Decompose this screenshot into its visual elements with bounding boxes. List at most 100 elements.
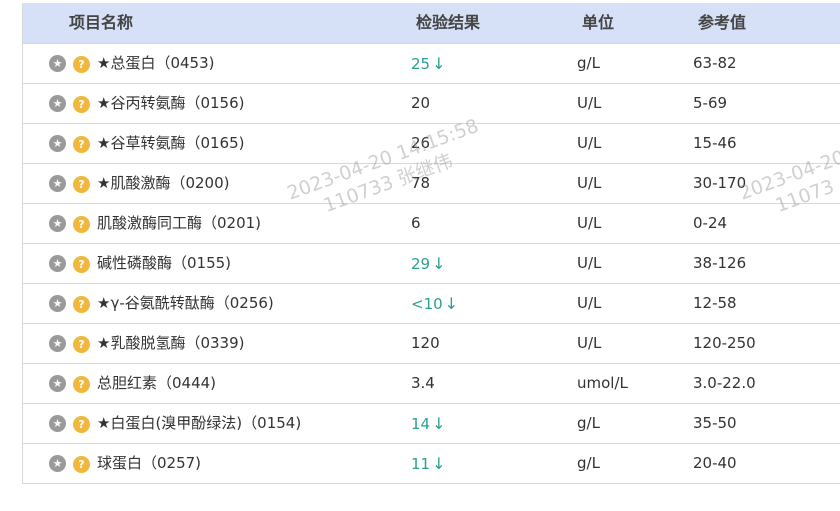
- question-icon[interactable]: ?: [73, 296, 90, 313]
- unit-value: U/L: [577, 174, 602, 192]
- reference-value: 63-82: [693, 54, 737, 72]
- result-value: <10 ↓: [411, 284, 458, 323]
- star-icon[interactable]: ★: [49, 255, 66, 272]
- table-row: ★? 球蛋白（0257) 11 ↓ g/L 20-40: [23, 444, 840, 484]
- star-icon[interactable]: ★: [49, 215, 66, 232]
- item-name: 总胆红素（0444): [97, 374, 217, 392]
- item-name: ★乳酸脱氢酶（0339): [97, 334, 245, 352]
- table-row: ★? 碱性磷酸酶（0155) 29 ↓ U/L 38-126: [23, 244, 840, 284]
- star-icon[interactable]: ★: [49, 455, 66, 472]
- low-arrow-icon: ↓: [444, 294, 459, 313]
- item-name: ★谷草转氨酶（0165): [97, 134, 245, 152]
- result-value: 78: [411, 164, 430, 203]
- header-item-name: 项目名称: [69, 13, 134, 32]
- reference-value: 120-250: [693, 334, 756, 352]
- unit-value: U/L: [577, 94, 602, 112]
- result-value: 25 ↓: [411, 44, 446, 83]
- low-arrow-icon: ↓: [432, 414, 446, 433]
- lab-results-table: 项目名称 检验结果 单位 参考值 ★? ★总蛋白（0453) 25 ↓ g/L 63-82…: [22, 3, 840, 484]
- question-icon[interactable]: ?: [73, 456, 90, 473]
- low-arrow-icon: ↓: [432, 254, 446, 273]
- unit-value: U/L: [577, 134, 602, 152]
- result-number: 6: [411, 214, 421, 232]
- result-number: 120: [411, 334, 440, 352]
- star-icon[interactable]: ★: [49, 135, 66, 152]
- reference-value: 20-40: [693, 454, 737, 472]
- unit-value: g/L: [577, 414, 600, 432]
- result-value: 20: [411, 84, 430, 123]
- table-row: ★? ★肌酸激酶（0200) 78 U/L 30-170: [23, 164, 840, 204]
- reference-value: 0-24: [693, 214, 728, 232]
- star-icon[interactable]: ★: [49, 295, 66, 312]
- table-row: ★? ★白蛋白(溴甲酚绿法)（0154) 14 ↓ g/L 35-50: [23, 404, 840, 444]
- low-arrow-icon: ↓: [432, 454, 446, 473]
- result-number: 26: [411, 134, 431, 152]
- item-name: 球蛋白（0257): [97, 454, 202, 472]
- table-row: ★? ★乳酸脱氢酶（0339) 120 U/L 120-250: [23, 324, 840, 364]
- unit-value: umol/L: [577, 374, 628, 392]
- question-icon[interactable]: ?: [73, 336, 90, 353]
- reference-value: 35-50: [693, 414, 737, 432]
- star-icon[interactable]: ★: [49, 95, 66, 112]
- table-row: ★? ★谷丙转氨酶（0156) 20 U/L 5-69: [23, 84, 840, 124]
- header-result: 检验结果: [416, 13, 481, 32]
- table-body: ★? ★总蛋白（0453) 25 ↓ g/L 63-82 ★? ★谷丙转氨酶（0156) 20 U…: [23, 44, 840, 484]
- result-number: 25: [411, 55, 431, 73]
- star-icon[interactable]: ★: [49, 335, 66, 352]
- result-value: 14 ↓: [411, 404, 446, 443]
- item-name: ★总蛋白（0453): [97, 54, 215, 72]
- header-reference: 参考值: [698, 13, 747, 32]
- reference-value: 30-170: [693, 174, 747, 192]
- result-value: 3.4: [411, 364, 435, 403]
- question-icon[interactable]: ?: [73, 376, 90, 393]
- unit-value: U/L: [577, 254, 602, 272]
- star-icon[interactable]: ★: [49, 175, 66, 192]
- result-number: 14: [411, 415, 431, 433]
- result-value: 29 ↓: [411, 244, 446, 283]
- result-value: 26: [411, 124, 430, 163]
- reference-value: 3.0-22.0: [693, 374, 756, 392]
- unit-value: U/L: [577, 294, 602, 312]
- question-icon[interactable]: ?: [73, 176, 90, 193]
- table-row: ★? ★总蛋白（0453) 25 ↓ g/L 63-82: [23, 44, 840, 84]
- question-icon[interactable]: ?: [73, 96, 90, 113]
- item-name: ★γ-谷氨酰转酞酶（0256): [97, 294, 274, 312]
- table-row: ★? ★γ-谷氨酰转酞酶（0256) <10 ↓ U/L 12-58: [23, 284, 840, 324]
- result-number: <10: [411, 295, 443, 313]
- low-arrow-icon: ↓: [432, 54, 446, 73]
- result-value: 120: [411, 324, 440, 363]
- table-row: ★? 肌酸激酶同工酶（0201) 6 U/L 0-24: [23, 204, 840, 244]
- item-name: ★肌酸激酶（0200): [97, 174, 230, 192]
- question-icon[interactable]: ?: [73, 136, 90, 153]
- reference-value: 5-69: [693, 94, 728, 112]
- item-name: 肌酸激酶同工酶（0201): [97, 214, 262, 232]
- unit-value: g/L: [577, 454, 600, 472]
- question-icon[interactable]: ?: [73, 56, 90, 73]
- unit-value: U/L: [577, 214, 602, 232]
- result-number: 3.4: [411, 374, 435, 392]
- star-icon[interactable]: ★: [49, 415, 66, 432]
- result-number: 78: [411, 174, 431, 192]
- table-header: 项目名称 检验结果 单位 参考值: [23, 3, 840, 44]
- unit-value: U/L: [577, 334, 602, 352]
- item-name: 碱性磷酸酶（0155): [97, 254, 232, 272]
- table-row: ★? ★谷草转氨酶（0165) 26 U/L 15-46: [23, 124, 840, 164]
- table-row: ★? 总胆红素（0444) 3.4 umol/L 3.0-22.0: [23, 364, 840, 404]
- item-name: ★谷丙转氨酶（0156): [97, 94, 245, 112]
- result-value: 6: [411, 204, 421, 243]
- result-value: 11 ↓: [411, 444, 446, 483]
- reference-value: 15-46: [693, 134, 737, 152]
- item-name: ★白蛋白(溴甲酚绿法)（0154): [97, 414, 302, 432]
- result-number: 11: [411, 455, 431, 473]
- result-number: 20: [411, 94, 431, 112]
- reference-value: 38-126: [693, 254, 747, 272]
- star-icon[interactable]: ★: [49, 375, 66, 392]
- unit-value: g/L: [577, 54, 600, 72]
- question-icon[interactable]: ?: [73, 216, 90, 233]
- header-unit: 单位: [582, 13, 615, 32]
- question-icon[interactable]: ?: [73, 416, 90, 433]
- reference-value: 12-58: [693, 294, 737, 312]
- result-number: 29: [411, 255, 431, 273]
- question-icon[interactable]: ?: [73, 256, 90, 273]
- star-icon[interactable]: ★: [49, 55, 66, 72]
